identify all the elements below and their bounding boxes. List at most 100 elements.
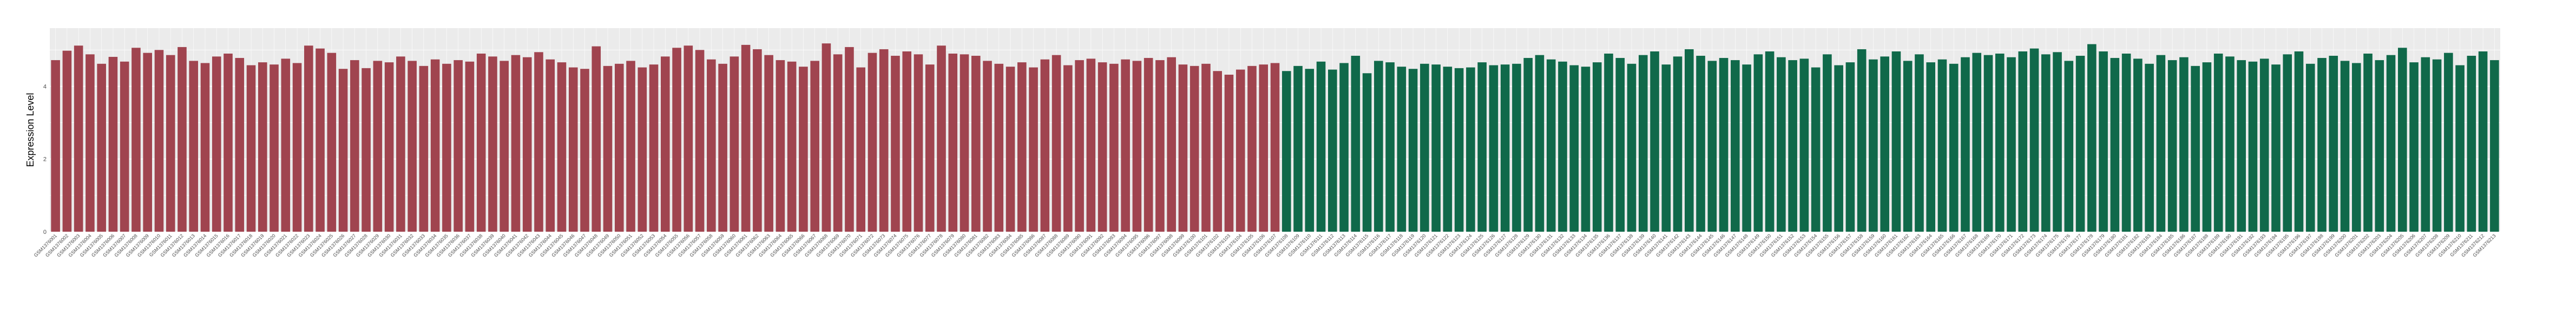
bar xyxy=(1673,56,1683,232)
bar xyxy=(1523,58,1533,232)
bar xyxy=(1167,57,1176,232)
bar xyxy=(1121,59,1130,232)
bar xyxy=(235,58,245,232)
bar xyxy=(741,44,751,232)
bar xyxy=(2305,63,2315,232)
bar xyxy=(1627,63,1637,232)
bar xyxy=(1477,62,1487,232)
bar xyxy=(212,56,221,232)
bar xyxy=(2075,56,2085,232)
bar xyxy=(476,54,486,232)
y-tick-label: 4 xyxy=(43,83,47,90)
bar xyxy=(1339,63,1349,232)
bar xyxy=(270,64,279,232)
bar xyxy=(1546,59,1556,232)
bar xyxy=(316,48,325,232)
bar xyxy=(1351,56,1361,232)
bar xyxy=(1650,51,1659,232)
bar xyxy=(338,69,348,232)
bar xyxy=(1328,69,1337,232)
bar xyxy=(1845,62,1855,232)
bar xyxy=(419,66,429,232)
bar xyxy=(1638,55,1648,232)
bar xyxy=(2007,57,2016,232)
bar xyxy=(74,45,83,232)
bar xyxy=(1731,60,1740,232)
bar xyxy=(2283,54,2292,232)
bar xyxy=(1834,65,1843,232)
bar xyxy=(511,55,521,232)
bar xyxy=(937,45,946,232)
bar xyxy=(902,51,912,232)
bar xyxy=(1109,63,1119,232)
bar xyxy=(1397,67,1407,232)
bar xyxy=(454,60,463,232)
bar xyxy=(1661,64,1671,232)
bar xyxy=(522,57,532,232)
bar xyxy=(2351,63,2361,232)
bar xyxy=(983,61,992,232)
bar xyxy=(442,63,451,232)
bar xyxy=(2191,66,2200,232)
bar xyxy=(684,45,693,232)
bar xyxy=(1569,65,1579,232)
bar xyxy=(1891,51,1901,232)
y-tick-label: 0 xyxy=(43,229,47,236)
bar xyxy=(1604,54,1613,232)
bar xyxy=(258,62,267,232)
bar xyxy=(2053,52,2062,232)
bar xyxy=(246,65,256,232)
bar xyxy=(2225,56,2235,232)
bar xyxy=(1707,61,1717,232)
bar xyxy=(465,61,475,232)
bar xyxy=(189,61,199,232)
bar xyxy=(2478,51,2488,232)
bar xyxy=(810,61,819,232)
bar xyxy=(1155,60,1165,232)
bar xyxy=(2444,53,2453,232)
bar xyxy=(1075,60,1084,232)
bar xyxy=(1420,63,1429,232)
bar xyxy=(822,43,831,232)
bar xyxy=(1961,57,1970,232)
bar xyxy=(1259,64,1269,232)
bar xyxy=(2213,54,2223,232)
bar xyxy=(1098,62,1107,232)
bar xyxy=(730,56,739,232)
bar xyxy=(1178,64,1188,232)
bar xyxy=(1247,66,1257,232)
bar xyxy=(1972,53,1982,232)
bar xyxy=(327,53,337,232)
bar xyxy=(1983,55,1993,232)
bar xyxy=(1213,71,1222,232)
bar xyxy=(2259,58,2269,232)
bar xyxy=(2156,55,2166,232)
bar xyxy=(2294,51,2304,232)
bar xyxy=(2317,58,2327,232)
bar xyxy=(1615,58,1625,232)
bar xyxy=(2363,54,2373,232)
bar xyxy=(1592,62,1602,232)
bar xyxy=(2202,62,2212,232)
bar xyxy=(1949,63,1959,232)
bar xyxy=(1224,74,1234,232)
bar xyxy=(1937,59,1947,232)
bar xyxy=(2248,61,2258,232)
bar xyxy=(925,64,935,232)
bar xyxy=(500,61,509,232)
bar xyxy=(1305,69,1315,232)
bar xyxy=(856,67,865,232)
bar xyxy=(661,56,670,232)
bar xyxy=(960,54,969,232)
bar xyxy=(2271,64,2281,232)
bar xyxy=(1282,71,1291,232)
bar xyxy=(178,47,187,232)
bar xyxy=(350,60,359,232)
bar xyxy=(2455,65,2465,232)
bar xyxy=(2398,48,2407,232)
bar xyxy=(2386,55,2396,232)
bar xyxy=(2018,51,2028,232)
bar xyxy=(2087,44,2097,232)
bar xyxy=(557,62,567,232)
bar xyxy=(1926,62,1936,232)
